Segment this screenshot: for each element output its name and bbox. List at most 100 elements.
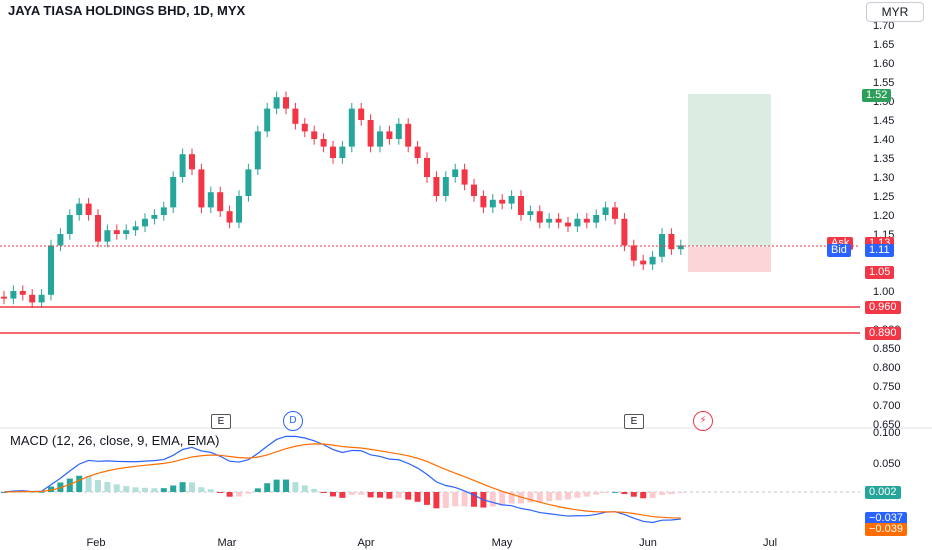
candle[interactable] bbox=[66, 209, 73, 240]
candle[interactable] bbox=[254, 125, 261, 176]
candle[interactable] bbox=[433, 171, 440, 202]
candle[interactable] bbox=[85, 197, 92, 221]
candle[interactable] bbox=[659, 228, 665, 263]
histogram-value-tag: 0.002 bbox=[865, 486, 901, 499]
candle[interactable] bbox=[358, 102, 365, 126]
candle[interactable] bbox=[574, 213, 581, 233]
candle[interactable] bbox=[283, 91, 289, 115]
candle[interactable] bbox=[151, 209, 158, 225]
stop-zone[interactable] bbox=[688, 247, 771, 272]
dividend-icon[interactable]: D bbox=[283, 411, 303, 431]
target-zone[interactable] bbox=[688, 94, 771, 246]
candle[interactable] bbox=[301, 118, 308, 138]
earnings-icon[interactable]: E bbox=[624, 414, 644, 429]
candle[interactable] bbox=[179, 148, 186, 183]
time-label: May bbox=[492, 537, 513, 549]
candle[interactable] bbox=[367, 114, 374, 153]
candle[interactable] bbox=[471, 178, 477, 202]
candle[interactable] bbox=[113, 224, 120, 240]
candle[interactable] bbox=[536, 205, 543, 229]
candle[interactable] bbox=[330, 140, 336, 164]
candle[interactable] bbox=[405, 118, 412, 153]
candle[interactable] bbox=[19, 285, 26, 301]
price-tick: 1.60 bbox=[873, 58, 894, 70]
price-axis: 1.701.651.601.551.501.451.401.351.301.25… bbox=[873, 20, 901, 431]
candle[interactable] bbox=[649, 251, 656, 271]
candle[interactable] bbox=[499, 194, 506, 210]
histogram-bar bbox=[254, 488, 261, 492]
candle[interactable] bbox=[236, 190, 242, 229]
candle[interactable] bbox=[395, 118, 402, 145]
candle[interactable] bbox=[170, 171, 177, 214]
candle[interactable] bbox=[217, 186, 224, 217]
earnings-icon[interactable]: E bbox=[211, 414, 231, 429]
candle[interactable] bbox=[424, 152, 430, 183]
macd-title: MACD (12, 26, close, 9, EMA, EMA) bbox=[10, 433, 220, 448]
candle[interactable] bbox=[198, 163, 205, 214]
histogram-bar bbox=[1, 492, 7, 493]
candle[interactable] bbox=[142, 213, 148, 233]
candle[interactable] bbox=[264, 102, 271, 138]
histogram-bar bbox=[433, 492, 440, 509]
price-tick: 0.850 bbox=[873, 343, 901, 355]
macd-tick-0050: 0.050 bbox=[873, 458, 901, 470]
candle[interactable] bbox=[38, 289, 45, 309]
candle[interactable] bbox=[583, 213, 590, 229]
candle[interactable] bbox=[76, 197, 83, 221]
candle[interactable] bbox=[508, 190, 515, 210]
candle[interactable] bbox=[377, 125, 383, 153]
candle[interactable] bbox=[48, 239, 54, 301]
candle[interactable] bbox=[320, 133, 327, 153]
candle[interactable] bbox=[593, 209, 600, 229]
candle[interactable] bbox=[668, 228, 675, 255]
candle[interactable] bbox=[480, 190, 487, 214]
candle[interactable] bbox=[273, 91, 280, 115]
candle[interactable] bbox=[226, 205, 233, 229]
candle[interactable] bbox=[207, 186, 214, 214]
candle[interactable] bbox=[189, 148, 195, 176]
candle[interactable] bbox=[57, 228, 64, 252]
candle[interactable] bbox=[339, 140, 346, 164]
candle[interactable] bbox=[132, 220, 139, 236]
histogram-bar bbox=[189, 482, 195, 492]
candle[interactable] bbox=[546, 213, 553, 229]
candle[interactable] bbox=[1, 291, 7, 305]
candle[interactable] bbox=[461, 163, 468, 191]
price-tick: 1.65 bbox=[873, 39, 894, 51]
candle[interactable] bbox=[621, 213, 628, 252]
candle[interactable] bbox=[565, 216, 571, 233]
candle[interactable] bbox=[292, 102, 299, 130]
candle[interactable] bbox=[386, 125, 393, 145]
price-tick: 0.800 bbox=[873, 362, 901, 374]
candle[interactable] bbox=[95, 209, 101, 248]
candle[interactable] bbox=[527, 205, 534, 221]
candle[interactable] bbox=[123, 224, 130, 240]
candle[interactable] bbox=[245, 163, 252, 202]
signal-value-tag: −0.039 bbox=[865, 523, 907, 536]
candle[interactable] bbox=[452, 163, 459, 183]
currency-button[interactable]: MYR bbox=[866, 2, 924, 22]
bid-label-tag: Bid bbox=[827, 244, 851, 257]
candle[interactable] bbox=[677, 239, 684, 255]
candle[interactable] bbox=[414, 140, 421, 164]
candle[interactable] bbox=[160, 201, 167, 221]
target-price-tag: 1.52 bbox=[862, 89, 892, 102]
candle[interactable] bbox=[518, 190, 524, 221]
candle[interactable] bbox=[442, 171, 449, 202]
candle[interactable] bbox=[489, 194, 496, 214]
candle[interactable] bbox=[630, 239, 637, 267]
candle[interactable] bbox=[348, 102, 355, 153]
candle[interactable] bbox=[104, 224, 111, 248]
histogram-bar bbox=[555, 492, 562, 501]
candle[interactable] bbox=[612, 201, 618, 225]
candle[interactable] bbox=[602, 201, 609, 221]
price-tick: 0.650 bbox=[873, 419, 901, 431]
candle[interactable] bbox=[29, 289, 36, 309]
candle[interactable] bbox=[555, 213, 562, 229]
candle[interactable] bbox=[311, 125, 318, 145]
candle[interactable] bbox=[10, 285, 17, 305]
histogram-bar bbox=[339, 492, 346, 498]
split-icon[interactable]: ⚡ bbox=[693, 411, 713, 431]
candle[interactable] bbox=[640, 254, 647, 271]
